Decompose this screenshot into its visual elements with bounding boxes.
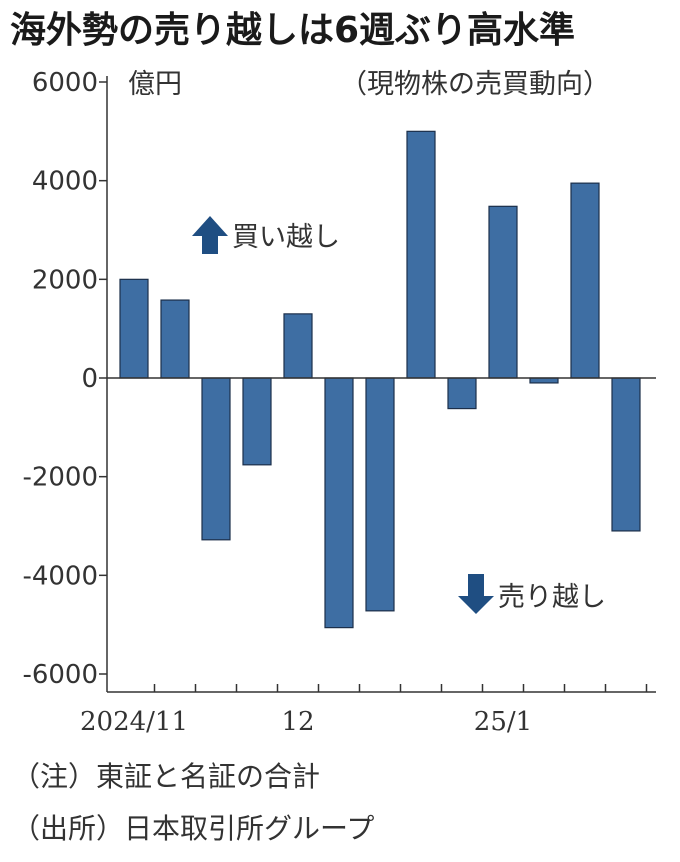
y-tick-label: 4000 xyxy=(32,167,98,197)
y-axis-ticks: 6000 4000 2000 0 -2000 -4000 -6000 xyxy=(22,68,107,690)
bar xyxy=(570,182,600,379)
sell-label: 売り越し xyxy=(498,582,606,613)
source-line: （出所）日本取引所グループ xyxy=(12,812,374,845)
x-tick-label: 2024/11 xyxy=(80,707,188,737)
bar xyxy=(488,205,518,379)
bar xyxy=(365,377,395,612)
note-line: （注）東証と名証の合計 xyxy=(12,760,320,793)
down-arrow-icon xyxy=(458,574,494,614)
bar xyxy=(324,377,354,629)
bar xyxy=(160,299,190,379)
x-tick-label: 25/1 xyxy=(474,707,532,737)
bar xyxy=(119,278,149,379)
buy-label: 買い越し xyxy=(232,222,340,253)
y-tick-label: -6000 xyxy=(22,660,98,690)
sell-annotation: 売り越し xyxy=(458,574,606,614)
y-tick-label: -2000 xyxy=(22,463,98,493)
bar xyxy=(242,377,272,466)
buy-annotation: 買い越し xyxy=(192,216,340,254)
y-tick-label: -4000 xyxy=(22,561,98,591)
bars xyxy=(119,130,641,629)
bar xyxy=(406,130,436,379)
y-tick-label: 0 xyxy=(81,364,98,394)
x-axis-ticks: 2024/11 12 25/1 xyxy=(80,684,648,737)
x-tick-label: 12 xyxy=(281,707,314,737)
chart-title: 海外勢の売り越しは6週ぶり高水準 xyxy=(10,10,575,51)
bar xyxy=(611,377,641,532)
bar xyxy=(283,313,313,379)
y-tick-label: 2000 xyxy=(32,265,98,295)
y-tick-label: 6000 xyxy=(32,68,98,98)
up-arrow-icon xyxy=(192,216,228,254)
bar xyxy=(447,377,477,410)
chart-subtitle: （現物株の売買動向） xyxy=(340,69,610,100)
unit-label: 億円 xyxy=(128,69,182,100)
bar xyxy=(201,377,231,541)
